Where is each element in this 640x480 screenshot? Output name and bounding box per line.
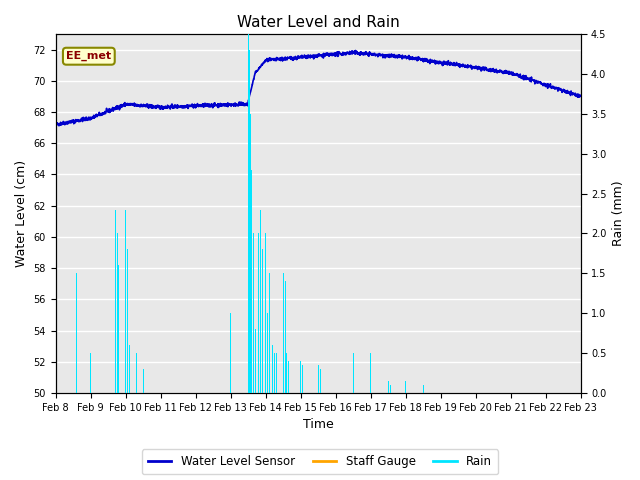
Y-axis label: Water Level (cm): Water Level (cm) xyxy=(15,160,28,267)
Legend: Water Level Sensor, Staff Gauge, Rain: Water Level Sensor, Staff Gauge, Rain xyxy=(141,449,499,474)
X-axis label: Time: Time xyxy=(303,419,333,432)
Title: Water Level and Rain: Water Level and Rain xyxy=(237,15,399,30)
Y-axis label: Rain (mm): Rain (mm) xyxy=(612,181,625,246)
Text: EE_met: EE_met xyxy=(67,51,111,61)
